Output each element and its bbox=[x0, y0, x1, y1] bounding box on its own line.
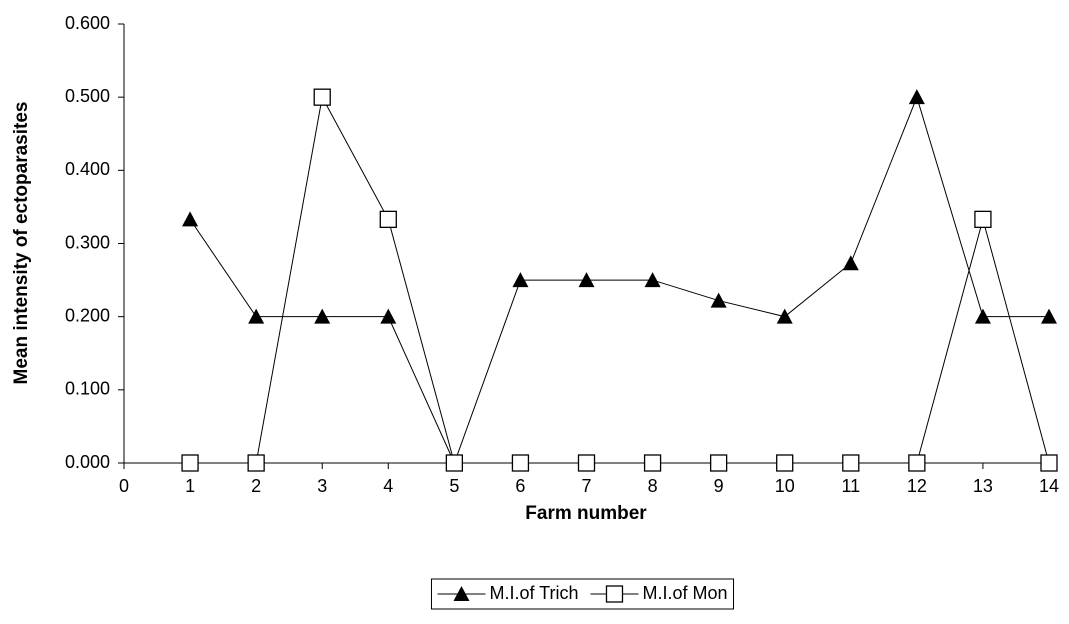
marker bbox=[974, 210, 992, 229]
x-tick-label: 10 bbox=[775, 476, 795, 496]
x-tick-label: 3 bbox=[317, 476, 327, 496]
legend: M.I.of Trich M.I.of Mon bbox=[430, 578, 735, 610]
marker bbox=[643, 454, 662, 472]
y-tick-label: 0.000 bbox=[65, 452, 110, 472]
marker bbox=[842, 255, 859, 271]
series-line bbox=[190, 95, 1050, 464]
marker bbox=[644, 272, 661, 288]
marker bbox=[379, 210, 397, 229]
x-tick-label: 13 bbox=[973, 476, 993, 496]
marker bbox=[776, 308, 793, 324]
y-tick-label: 0.300 bbox=[65, 232, 110, 252]
legend-marker bbox=[453, 586, 470, 601]
legend-marker bbox=[605, 585, 624, 603]
marker bbox=[908, 454, 926, 472]
marker bbox=[577, 454, 596, 472]
marker bbox=[181, 454, 199, 472]
marker bbox=[709, 454, 728, 472]
x-tick-label: 0 bbox=[119, 476, 129, 496]
marker bbox=[248, 308, 265, 324]
marker bbox=[380, 308, 397, 324]
marker bbox=[908, 89, 925, 105]
marker bbox=[511, 454, 530, 472]
marker bbox=[247, 454, 265, 472]
x-tick-label: 8 bbox=[648, 476, 658, 496]
x-tick-label: 1 bbox=[185, 476, 195, 496]
marker bbox=[1041, 308, 1057, 324]
y-tick-label: 0.200 bbox=[65, 305, 110, 325]
marker bbox=[1040, 454, 1058, 472]
x-tick-label: 4 bbox=[383, 476, 393, 496]
x-tick-label: 11 bbox=[841, 476, 860, 496]
marker bbox=[314, 308, 331, 324]
legend-label: M.I.of Mon bbox=[642, 583, 727, 603]
y-tick-label: 0.500 bbox=[65, 86, 110, 106]
marker bbox=[512, 272, 529, 288]
legend-label: M.I.of Trich bbox=[489, 583, 578, 603]
marker bbox=[445, 454, 464, 472]
marker bbox=[578, 272, 595, 288]
x-tick-label: 2 bbox=[251, 476, 261, 496]
x-axis-title: Farm number bbox=[525, 503, 647, 524]
y-axis-title: Mean intensity of ectoparasites bbox=[11, 102, 32, 385]
x-tick-label: 12 bbox=[907, 476, 927, 496]
x-tick-label: 7 bbox=[581, 476, 591, 496]
x-tick-label: 6 bbox=[515, 476, 525, 496]
x-tick-label: 5 bbox=[449, 476, 459, 496]
marker bbox=[710, 292, 727, 308]
x-tick-label: 9 bbox=[714, 476, 724, 496]
series-line bbox=[189, 95, 1049, 465]
marker bbox=[974, 308, 991, 324]
marker bbox=[313, 88, 331, 106]
marker bbox=[182, 211, 199, 227]
y-tick-label: 0.100 bbox=[65, 379, 110, 399]
marker bbox=[842, 454, 860, 472]
marker bbox=[776, 454, 794, 472]
y-tick-label: 0.400 bbox=[65, 159, 110, 179]
y-tick-label: 0.600 bbox=[65, 13, 110, 33]
x-tick-label: 14 bbox=[1039, 476, 1059, 496]
